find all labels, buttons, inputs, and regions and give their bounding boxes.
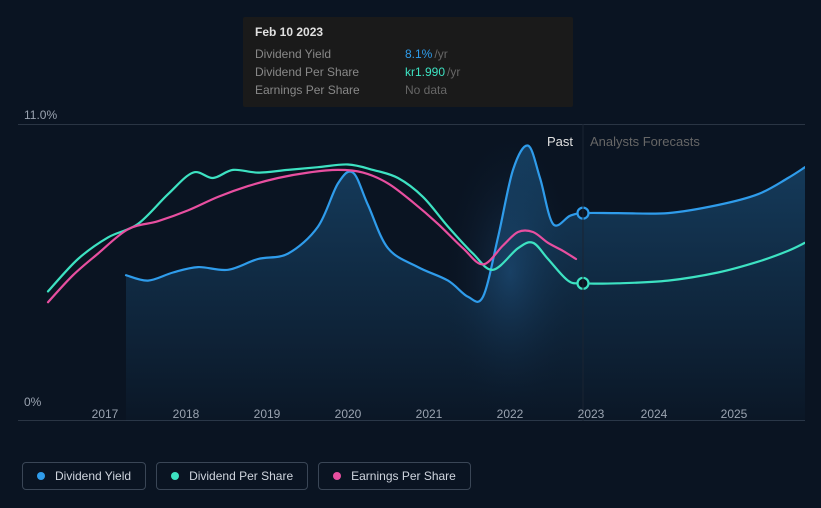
tooltip-label: Dividend Per Share: [255, 65, 405, 79]
x-axis-tick: 2017: [92, 407, 119, 421]
tooltip-unit: /yr: [447, 65, 460, 79]
legend-dot-icon: [37, 472, 45, 480]
x-axis-tick: 2022: [497, 407, 524, 421]
x-axis-tick: 2025: [721, 407, 748, 421]
tooltip-value: No data: [405, 83, 447, 97]
tooltip-row: Dividend Per Sharekr1.990/yr: [255, 63, 561, 81]
legend-dot-icon: [171, 472, 179, 480]
chart-area: 11.0% Past Analysts Forecasts 0% 2017201…: [18, 110, 805, 425]
legend-label: Earnings Per Share: [351, 469, 456, 483]
x-axis-tick: 2024: [641, 407, 668, 421]
tooltip-row: Earnings Per ShareNo data: [255, 81, 561, 99]
y-axis-max: 11.0%: [24, 108, 57, 122]
tooltip-unit: /yr: [434, 47, 447, 61]
legend-label: Dividend Per Share: [189, 469, 293, 483]
x-axis: 2017 2018 2019 2020 2021 2022 2023 2024 2025: [18, 407, 805, 425]
legend-label: Dividend Yield: [55, 469, 131, 483]
chart-tooltip: Feb 10 2023 Dividend Yield8.1%/yrDividen…: [243, 17, 573, 107]
legend-dot-icon: [333, 472, 341, 480]
tooltip-row: Dividend Yield8.1%/yr: [255, 45, 561, 63]
tooltip-label: Earnings Per Share: [255, 83, 405, 97]
chart-svg: [18, 124, 805, 421]
legend: Dividend Yield Dividend Per Share Earnings…: [22, 462, 471, 490]
x-axis-tick: 2019: [254, 407, 281, 421]
legend-item-earnings-per-share[interactable]: Earnings Per Share: [318, 462, 471, 490]
tooltip-date: Feb 10 2023: [255, 25, 561, 39]
x-axis-tick: 2021: [416, 407, 443, 421]
tooltip-value: 8.1%: [405, 47, 432, 61]
tooltip-label: Dividend Yield: [255, 47, 405, 61]
x-axis-tick: 2023: [578, 407, 605, 421]
legend-item-dividend-yield[interactable]: Dividend Yield: [22, 462, 146, 490]
x-axis-tick: 2020: [335, 407, 362, 421]
x-axis-tick: 2018: [173, 407, 200, 421]
legend-item-dividend-per-share[interactable]: Dividend Per Share: [156, 462, 308, 490]
tooltip-value: kr1.990: [405, 65, 445, 79]
